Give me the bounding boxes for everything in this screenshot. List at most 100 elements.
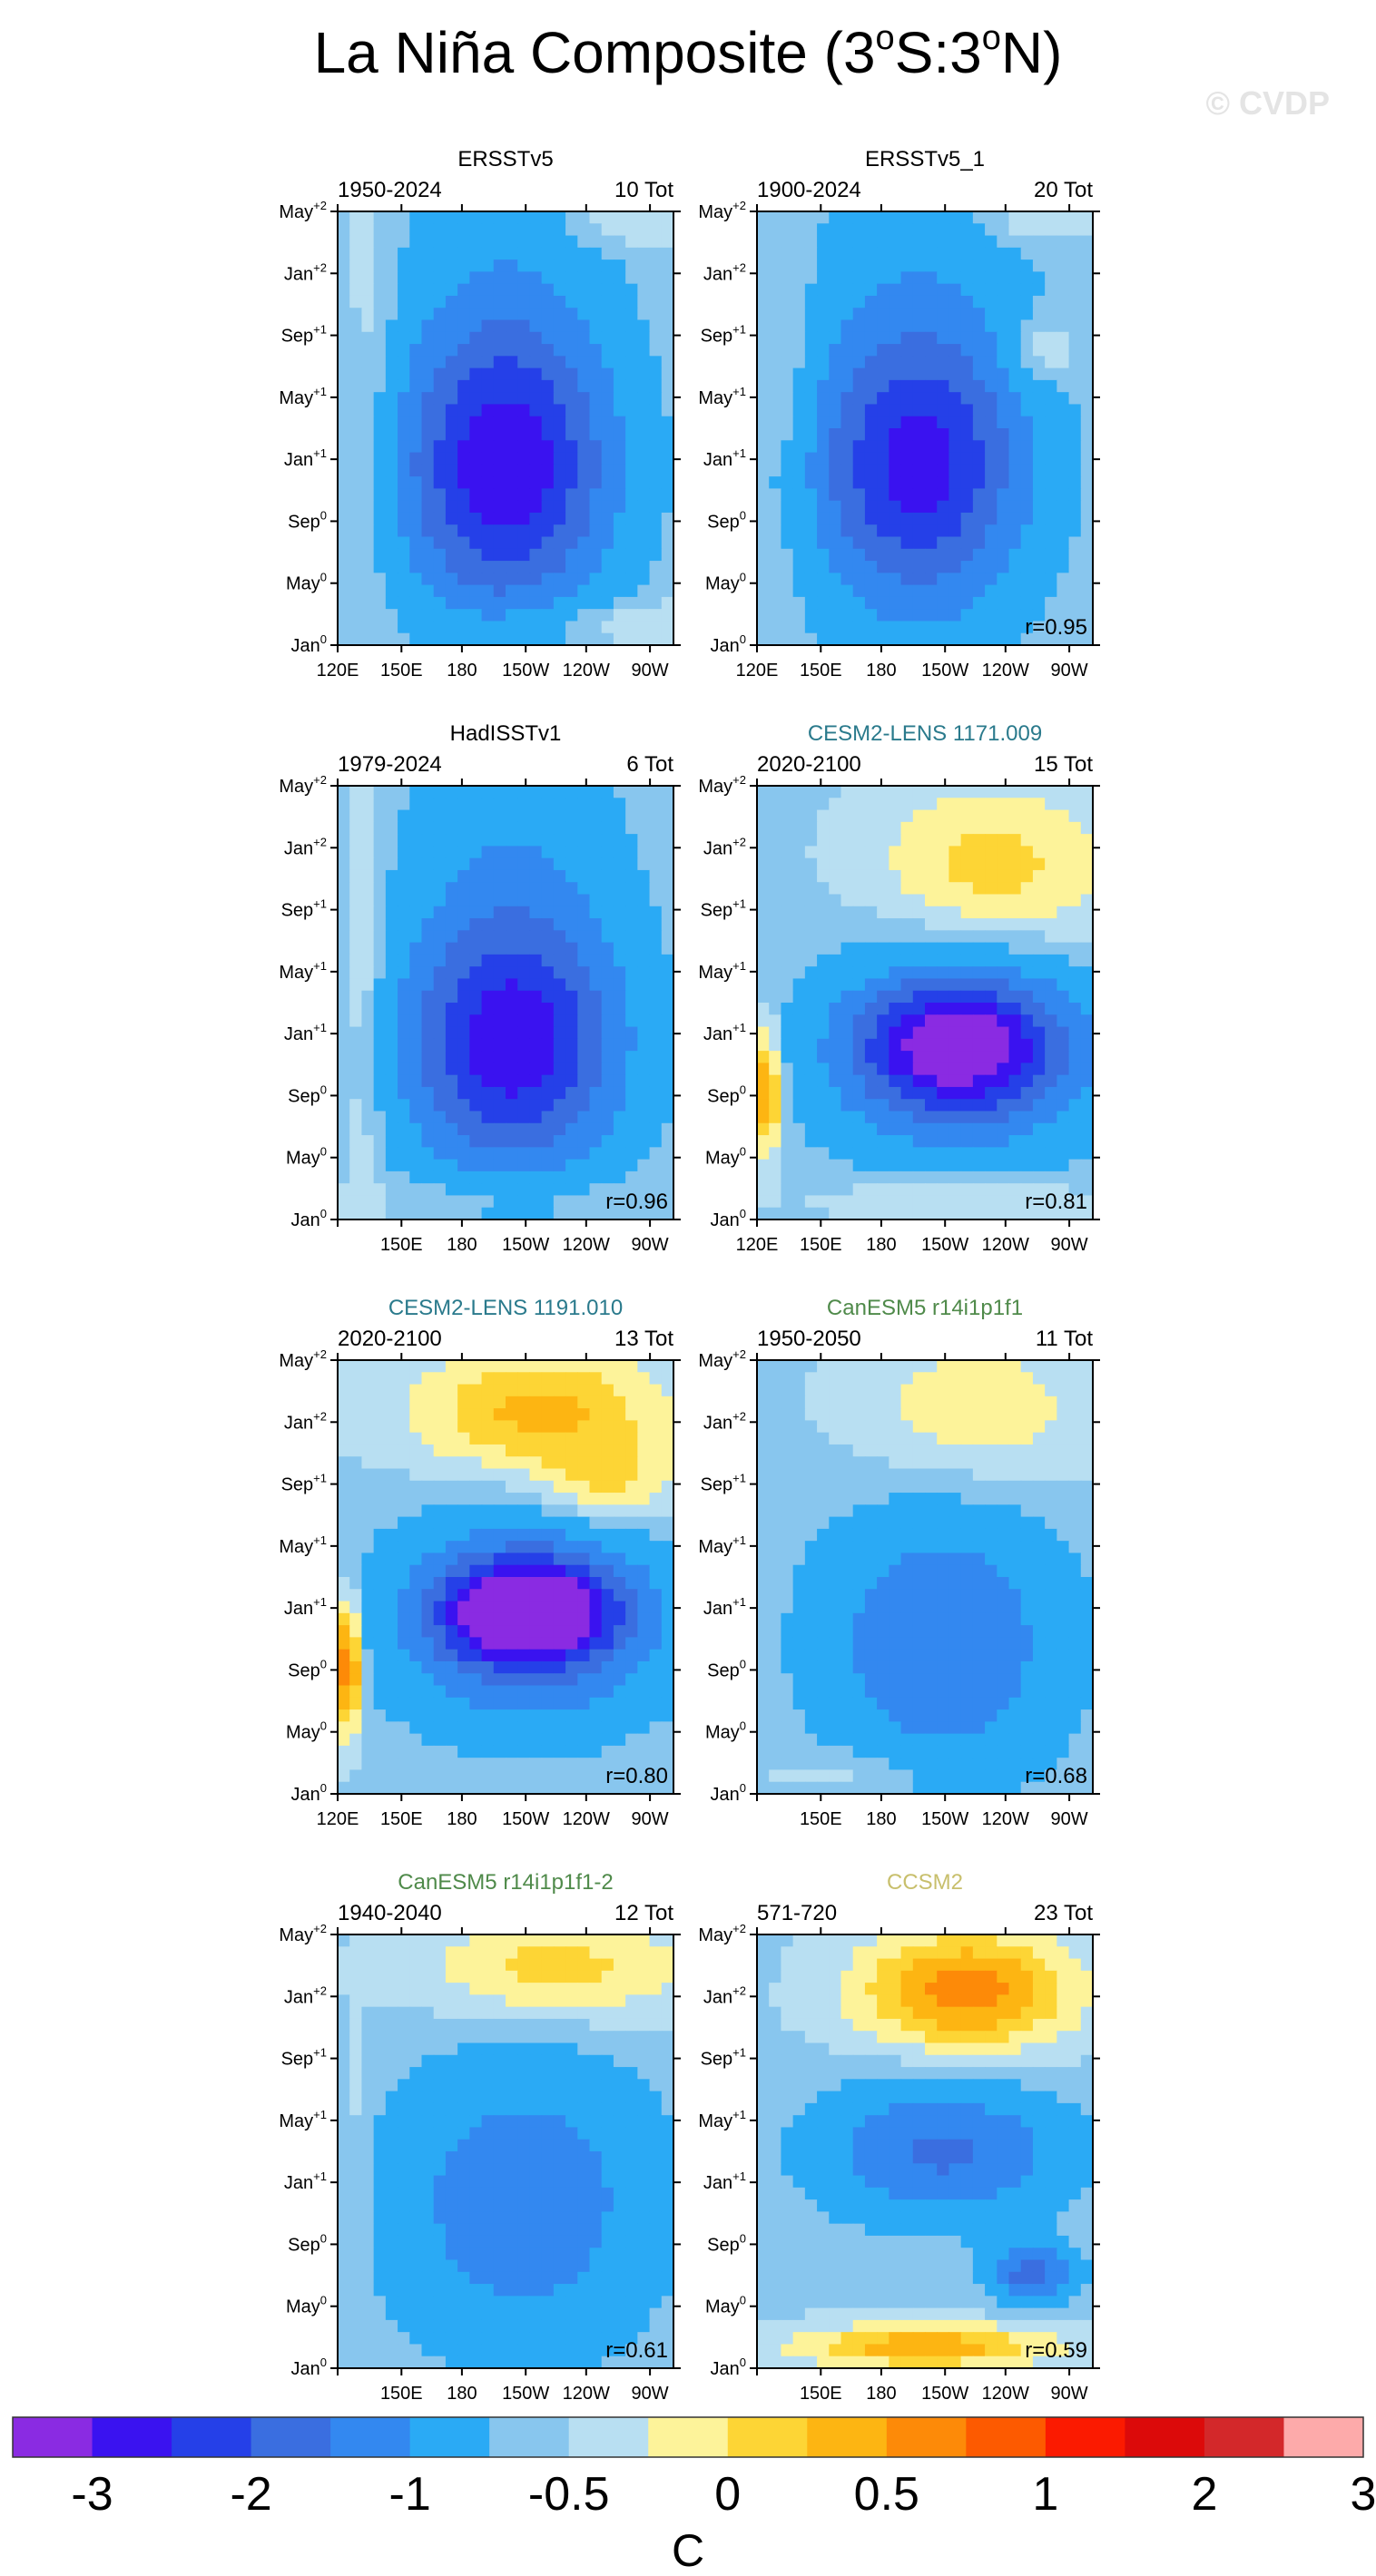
field-cell (900, 1183, 914, 1197)
field-cell (792, 223, 806, 237)
field-cell (445, 632, 458, 646)
field-cell (517, 1099, 531, 1112)
field-cell (1032, 1170, 1046, 1184)
field-cell (997, 464, 1010, 477)
field-cell (864, 1195, 878, 1209)
field-cell (649, 930, 663, 944)
field-cell (517, 1026, 531, 1040)
field-cell (469, 1673, 483, 1687)
field-cell (804, 596, 818, 610)
field-cell (877, 500, 889, 514)
field-cell (757, 632, 770, 646)
field-cell (517, 1637, 531, 1650)
field-cell (445, 809, 458, 823)
field-cell (769, 356, 782, 369)
field-cell (398, 1396, 410, 1409)
field-cell (541, 308, 555, 321)
field-cell (493, 869, 506, 883)
field-cell (493, 1159, 506, 1172)
field-cell (625, 1516, 638, 1530)
field-cell (1020, 344, 1034, 357)
field-cell (565, 379, 578, 393)
field-cell (661, 379, 674, 393)
field-cell (757, 392, 770, 406)
field-cell (1068, 440, 1082, 454)
field-cell (361, 428, 375, 441)
field-cell (649, 464, 663, 477)
field-cell (852, 609, 866, 622)
field-cell (565, 1444, 578, 1457)
field-cell (601, 1099, 614, 1112)
field-cell (577, 392, 591, 406)
field-cell (457, 1195, 470, 1209)
field-cell (937, 821, 950, 835)
field-cell (493, 834, 506, 847)
field-cell (373, 1372, 387, 1386)
field-cell (398, 1432, 410, 1445)
field-cell (960, 621, 974, 634)
field-cell (613, 1552, 626, 1566)
field-cell (804, 524, 818, 538)
field-cell (577, 809, 591, 823)
field-cell (421, 809, 435, 823)
field-cell (900, 918, 914, 931)
field-cell (852, 632, 866, 646)
field-cell (649, 918, 663, 931)
field-cell (433, 211, 447, 224)
field-cell (541, 1147, 555, 1161)
field-cell (1008, 584, 1022, 598)
field-cell (1057, 609, 1070, 622)
field-cell (792, 1147, 806, 1161)
field-cell (757, 1147, 770, 1161)
field-cell (829, 379, 842, 393)
field-cell (985, 834, 998, 847)
field-cell (565, 344, 578, 357)
field-cell (565, 1183, 578, 1197)
field-cell (553, 1122, 566, 1136)
field-cell (493, 1086, 506, 1100)
field-cell (948, 1183, 962, 1197)
field-cell (506, 978, 518, 992)
field-cell (409, 857, 423, 871)
field-cell (661, 834, 674, 847)
field-cell (589, 404, 603, 417)
field-cell (517, 846, 531, 859)
field-cell (493, 1625, 506, 1638)
field-cell (529, 834, 543, 847)
field-cell (565, 1074, 578, 1088)
field-cell (769, 319, 782, 333)
field-cell (385, 1601, 398, 1614)
field-cell (769, 223, 782, 237)
field-cell (781, 308, 794, 321)
field-cell (877, 524, 889, 538)
field-cell (1045, 857, 1057, 871)
field-cell (577, 1577, 591, 1590)
field-cell (529, 1612, 543, 1626)
field-cell (900, 1135, 914, 1148)
field-cell (506, 1601, 518, 1614)
field-cell (1020, 452, 1034, 465)
field-cell (889, 966, 902, 980)
field-cell (421, 942, 435, 955)
field-cell (529, 1408, 543, 1421)
field-cell (349, 1408, 363, 1421)
field-cell (457, 990, 470, 1004)
field-cell (661, 1660, 674, 1674)
field-cell (937, 978, 950, 992)
field-cell (900, 894, 914, 907)
field-cell (625, 1003, 638, 1015)
field-cell (852, 1099, 866, 1112)
field-cell (769, 392, 782, 406)
field-cell (553, 271, 566, 285)
field-cell (649, 235, 663, 249)
field-cell (625, 440, 638, 454)
field-cell (385, 1122, 398, 1136)
field-cell (829, 1063, 842, 1076)
field-cell (493, 211, 506, 224)
field-cell (409, 869, 423, 883)
field-cell (649, 548, 663, 562)
field-cell (757, 524, 770, 538)
field-cell (1032, 488, 1046, 502)
field-cell (661, 488, 674, 502)
field-cell (889, 1170, 902, 1184)
